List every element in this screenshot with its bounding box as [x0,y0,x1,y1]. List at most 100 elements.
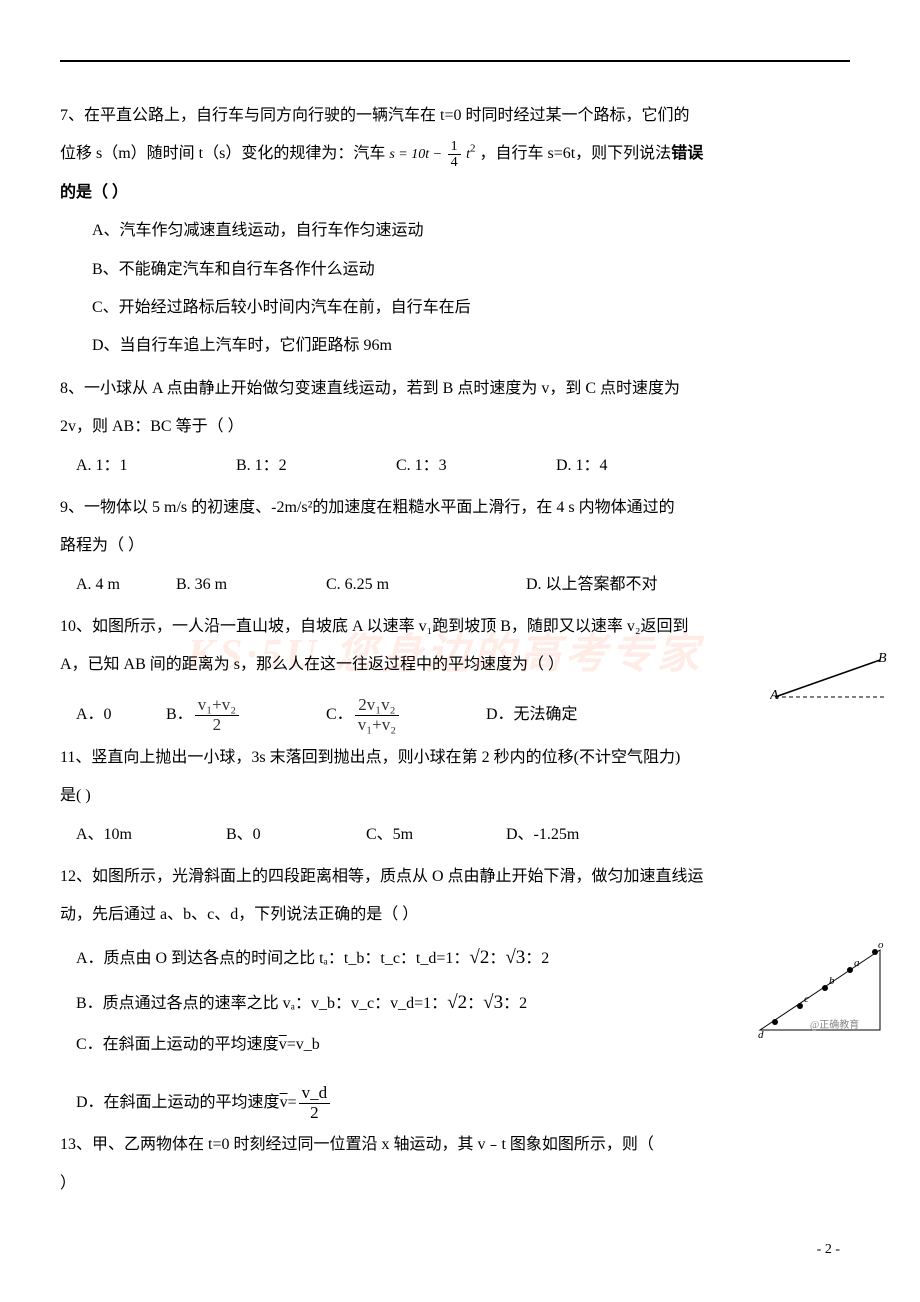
q7-frac-den: 4 [448,155,461,170]
q10-label-A: A [770,688,779,703]
q11-line1: 11、竖直向上抛出一小球，3s 末落回到抛出点，则小球在第 2 秒内的位移(不计… [60,739,850,777]
q12-optB-sqrt3: √3 [483,992,503,1013]
q11-options: A、10m B、0 C、5m D、-1.25m [60,816,850,854]
q10-optB-den: 2 [195,716,239,735]
q12-optD-frac: v_d2 [299,1084,331,1122]
q11-optB: B、0 [226,816,366,854]
q9-optA: A. 4 m [76,566,176,604]
q10-optA: A．0 [76,696,166,734]
q7-eq-rhs: t [463,147,470,162]
q9-line2: 路程为（ ） [60,527,850,565]
q11-optA: A、10m [76,816,226,854]
page-number: - 2 - [817,1242,840,1258]
q12-optB-mid: ： [467,995,483,1012]
q7-optA: A、汽车作匀减速直线运动，自行车作匀速运动 [60,212,850,250]
q10-optD: D．无法确定 [486,696,578,734]
q10-optB-num: v₁+v₂ [195,696,239,716]
q7-tail: 的是（ ） [60,184,128,201]
q10-optB-frac: v₁+v₂2 [195,696,239,734]
q12-label-o: o [878,939,884,951]
q7-sup-2: 2 [470,143,476,155]
q7-bold: 错误 [671,145,703,162]
q7-fraction: 14 [448,139,461,171]
q11-optC: C、5m [366,816,506,854]
q10-optC: C． 2v₁v₂v₁+v₂ [326,696,486,734]
q13-line2: ） [60,1165,850,1203]
q8-options: A. 1：1 B. 1：2 C. 1：3 D. 1：4 [60,447,850,485]
q12-label-a: a [854,957,860,969]
question-10: 10、如图所示，一人沿一直山坡，自坡底 A 以速率 v₁跑到坡顶 B，随即又以速… [60,608,850,735]
q12-optD-pre: D．在斜面上运动的平均速度 [76,1084,280,1122]
q12-label-b: b [829,975,835,987]
q11-optD: D、-1.25m [506,816,579,854]
q8-optA: A. 1：1 [76,447,236,485]
q7-optB: B、不能确定汽车和自行车各作什么运动 [60,251,850,289]
q8-line1: 8、一小球从 A 点由静止开始做匀变速直线运动，若到 B 点时速度为 v，到 C… [60,370,850,408]
q8-optB: B. 1：2 [236,447,396,485]
question-8: 8、一小球从 A 点由静止开始做匀变速直线运动，若到 B 点时速度为 v，到 C… [60,370,850,485]
q12-line1: 12、如图所示，光滑斜面上的四段距离相等，质点从 O 点由静止开始下滑，做匀加速… [60,858,850,896]
q12-label-d: d [758,1029,764,1040]
q12-optA: A．质点由 O 到达各点的时间之比 tₐ：t_b：t_c：t_d=1：√2：√3… [60,935,850,981]
q9-optD: D. 以上答案都不对 [526,566,658,604]
q12-optA-sqrt3: √3 [505,947,525,968]
q7-line1: 7、在平直公路上，自行车与同方向行驶的一辆汽车在 t=0 时同时经过某一个路标，… [60,97,850,135]
q7-line3: 的是（ ） [60,174,850,212]
q7-optD: D、当自行车追上汽车时，它们距路标 96m [60,327,850,365]
q12-optC-end: =v_b [287,1036,320,1053]
q9-line1: 9、一物体以 5 m/s 的初速度、-2m/s²的加速度在粗糙水平面上滑行，在 … [60,489,850,527]
header-rule [60,60,850,62]
question-7: 7、在平直公路上，自行车与同方向行驶的一辆汽车在 t=0 时同时经过某一个路标，… [60,97,850,366]
q12-optD-den: 2 [299,1104,331,1123]
q7-text-2a: 位移 s（m）随时间 t（s）变化的规律为：汽车 [60,145,389,162]
q12-optA-mid: ： [489,950,505,967]
q12-line2: 动，先后通过 a、b、c、d，下列说法正确的是（ ） [60,896,850,934]
question-13: 13、甲、乙两物体在 t=0 时刻经过同一位置沿 x 轴运动，其 v﹣t 图象如… [60,1126,850,1203]
q12-optC: C．在斜面上运动的平均速度v=v_b [60,1026,850,1064]
q9-optC: C. 6.25 m [326,566,526,604]
q7-frac-num: 1 [448,139,461,155]
content-area: 7、在平直公路上，自行车与同方向行驶的一辆汽车在 t=0 时同时经过某一个路标，… [60,97,850,1203]
question-9: 9、一物体以 5 m/s 的初速度、-2m/s²的加速度在粗糙水平面上滑行，在 … [60,489,850,604]
q10-optB: B． v₁+v₂2 [166,696,326,734]
q12-optA-sqrt2: √2 [469,947,489,968]
q12-optD-eq: = [288,1084,297,1122]
question-11: 11、竖直向上抛出一小球，3s 末落回到抛出点，则小球在第 2 秒内的位移(不计… [60,739,850,854]
q12-optD: D．在斜面上运动的平均速度v=v_d2 [60,1072,850,1122]
q12-watermark: @正确教育 [810,1018,859,1031]
q12-optC-v: v [279,1036,287,1053]
q9-optB: B. 36 m [176,566,326,604]
q12-optA-end: ：2 [525,950,549,967]
q10-optC-label: C． [326,696,353,734]
q12-optA-pre: A．质点由 O 到达各点的时间之比 tₐ：t_b：t_c：t_d=1： [76,950,469,967]
q12-label-c: c [804,993,809,1005]
q12-optD-v: v [280,1084,288,1122]
q12-optB-end: ：2 [503,995,527,1012]
q13-line1: 13、甲、乙两物体在 t=0 时刻经过同一位置沿 x 轴运动，其 v﹣t 图象如… [60,1126,850,1164]
q10-label-B: B [878,652,887,666]
q10-optC-frac: 2v₁v₂v₁+v₂ [355,696,399,734]
q9-options: A. 4 m B. 36 m C. 6.25 m D. 以上答案都不对 [60,566,850,604]
q11-line2: 是( ) [60,777,850,815]
q10-options: A．0 B． v₁+v₂2 C． 2v₁v₂v₁+v₂ D．无法确定 [60,685,850,735]
q7-eq-lhs: s = 10t − [389,147,445,162]
q12-figure: o a b c d @正确教育 [750,930,890,1040]
q10-line2: A，已知 AB 间的距离为 s，那么人在这一往返过程中的平均速度为（ ） [60,646,850,684]
question-12: 12、如图所示，光滑斜面上的四段距离相等，质点从 O 点由静止开始下滑，做匀加速… [60,858,850,1122]
q7-line2: 位移 s（m）随时间 t（s）变化的规律为：汽车 s = 10t − 14 t2… [60,135,850,173]
q10-line1: 10、如图所示，一人沿一直山坡，自坡底 A 以速率 v₁跑到坡顶 B，随即又以速… [60,608,850,646]
q10-figure: A B [770,652,890,712]
q10-optB-label: B． [166,696,193,734]
q12-optC-pre: C．在斜面上运动的平均速度 [76,1036,279,1053]
q12-optB-pre: B．质点通过各点的速率之比 vₐ：v_b：v_c：v_d=1： [76,995,447,1012]
q8-optD: D. 1：4 [556,447,608,485]
q7-text-2b: ，自行车 s=6t，则下列说法 [479,145,671,162]
q7-optC: C、开始经过路标后较小时间内汽车在前，自行车在后 [60,289,850,327]
q8-optC: C. 1：3 [396,447,556,485]
q12-optD-num: v_d [299,1084,331,1104]
q10-optC-num: 2v₁v₂ [355,696,399,716]
q8-line2: 2v，则 AB：BC 等于（ ） [60,408,850,446]
q10-optC-den: v₁+v₂ [355,716,399,735]
q12-optB-sqrt2: √2 [447,992,467,1013]
q12-optB: B．质点通过各点的速率之比 vₐ：v_b：v_c：v_d=1：√2：√3：2 [60,980,850,1026]
